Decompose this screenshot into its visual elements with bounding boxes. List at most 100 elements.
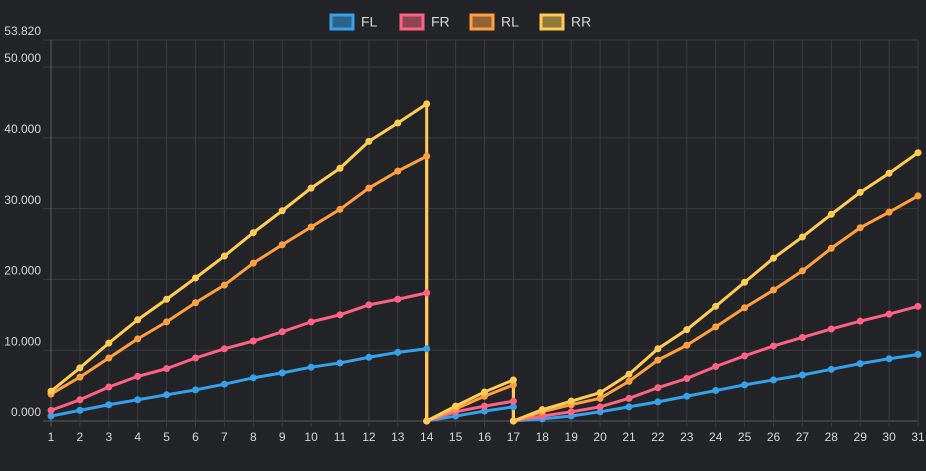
- data-point: [249, 229, 257, 237]
- data-point: [712, 387, 720, 395]
- data-point: [105, 383, 113, 391]
- data-point: [654, 356, 662, 364]
- data-point: [423, 152, 431, 160]
- data-point: [76, 396, 84, 404]
- data-point: [741, 304, 749, 312]
- x-tick-label: 3: [105, 430, 112, 444]
- data-point: [683, 392, 691, 400]
- x-tick-label: 13: [391, 430, 405, 444]
- data-point: [220, 281, 228, 289]
- x-tick-label: 2: [77, 430, 84, 444]
- data-point: [798, 333, 806, 341]
- x-tick-label: 5: [163, 430, 170, 444]
- data-point: [365, 184, 373, 192]
- data-point: [134, 316, 142, 324]
- data-point: [278, 207, 286, 215]
- x-tick-label: 12: [362, 430, 376, 444]
- data-point: [827, 244, 835, 252]
- x-tick-label: 11: [334, 430, 347, 444]
- data-point: [481, 388, 488, 396]
- x-tick-label: 9: [279, 430, 286, 444]
- data-point: [47, 387, 55, 395]
- legend: FL FR RL RR: [329, 13, 591, 31]
- x-tick-label: 15: [449, 430, 463, 444]
- data-point: [827, 325, 835, 333]
- data-point: [712, 362, 720, 370]
- data-point: [885, 208, 893, 216]
- y-tick-label: 0.000: [11, 405, 41, 419]
- data-point: [394, 348, 402, 356]
- data-point: [654, 398, 662, 406]
- data-point: [827, 210, 835, 218]
- data-point: [596, 389, 604, 397]
- x-tick-label: 19: [565, 430, 579, 444]
- legend-label: RL: [501, 14, 519, 30]
- legend-label: FR: [431, 14, 450, 30]
- data-point: [134, 396, 142, 404]
- data-point: [509, 376, 517, 384]
- data-point: [76, 364, 84, 372]
- x-tick-label: 22: [651, 430, 665, 444]
- data-point: [423, 417, 431, 425]
- data-point: [423, 289, 431, 297]
- data-point: [712, 302, 720, 310]
- data-point: [481, 402, 488, 410]
- data-point: [163, 295, 171, 303]
- data-point: [885, 355, 893, 363]
- data-point: [192, 274, 199, 282]
- data-point: [307, 184, 315, 192]
- data-point: [509, 403, 517, 411]
- x-tick-label: 8: [250, 430, 257, 444]
- data-point: [770, 286, 777, 294]
- x-tick-label: 1: [48, 430, 55, 444]
- legend-label: RR: [571, 14, 591, 30]
- x-tick-label: 23: [680, 430, 694, 444]
- data-point: [856, 188, 864, 196]
- data-point: [914, 149, 922, 157]
- data-point: [307, 223, 315, 231]
- data-point: [336, 311, 344, 319]
- legend-label: FL: [361, 14, 378, 30]
- data-point: [192, 386, 199, 394]
- x-tick-label: 29: [854, 430, 868, 444]
- data-point: [712, 323, 720, 331]
- x-tick-label: 31: [911, 430, 925, 444]
- data-point: [220, 345, 228, 353]
- x-tick-label: 10: [304, 430, 318, 444]
- data-point: [509, 417, 517, 425]
- data-point: [567, 408, 575, 416]
- x-tick-label: 17: [507, 430, 521, 444]
- x-tick-label: 21: [622, 430, 636, 444]
- data-point: [423, 100, 431, 108]
- data-point: [770, 254, 777, 262]
- y-tick-label: 50.000: [4, 51, 41, 65]
- data-point: [741, 381, 749, 389]
- data-point: [394, 295, 402, 303]
- data-point: [770, 376, 777, 384]
- x-tick-label: 24: [709, 430, 723, 444]
- data-point: [220, 252, 228, 260]
- data-point: [856, 317, 864, 325]
- data-point: [423, 345, 431, 353]
- data-point: [307, 363, 315, 371]
- data-point: [856, 224, 864, 232]
- data-point: [220, 380, 228, 388]
- data-point: [163, 365, 171, 373]
- data-point: [47, 406, 55, 414]
- data-point: [105, 354, 113, 362]
- data-point: [596, 394, 604, 402]
- data-point: [625, 370, 633, 378]
- data-point: [105, 339, 113, 347]
- data-point: [827, 365, 835, 373]
- data-point: [76, 373, 84, 381]
- data-point: [192, 354, 199, 362]
- x-tick-label: 14: [420, 430, 434, 444]
- data-point: [278, 241, 286, 249]
- data-point: [509, 397, 517, 405]
- data-point: [134, 372, 142, 380]
- data-point: [538, 406, 546, 414]
- data-point: [249, 374, 257, 382]
- data-point: [278, 328, 286, 336]
- data-point: [365, 301, 373, 309]
- data-point: [856, 360, 864, 368]
